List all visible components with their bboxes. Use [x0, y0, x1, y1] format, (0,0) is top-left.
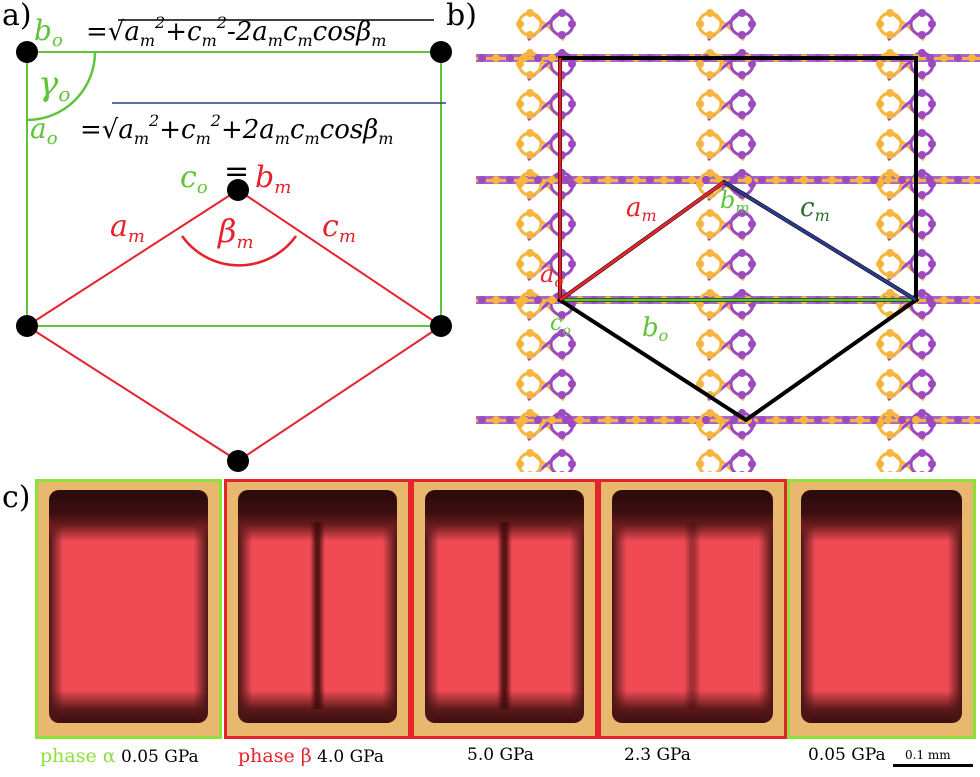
ao-formula: =√am2+cm2+2amcmcosβm — [80, 111, 393, 148]
scale-bar-label: 0.1 mm — [905, 748, 951, 762]
cm-label: cm — [322, 209, 356, 247]
caption-3: 5.0 GPa — [467, 745, 534, 765]
lattice-point — [227, 450, 249, 472]
gamma-symbol: γo — [38, 64, 70, 106]
b-ao-label: ao — [540, 260, 563, 291]
panel-a-diagram: bo =√am2+cm2-2amcmcosβm γo ao =√am2+cm2+… — [16, 13, 452, 472]
photo-phase-beta-4-0 — [224, 479, 411, 739]
crystal-framework — [476, 0, 980, 472]
caption-2: phase β 4.0 GPa — [238, 745, 384, 767]
b-co-label: co — [550, 311, 571, 339]
lattice-point — [430, 315, 452, 337]
b-bm-label: bm — [720, 186, 750, 217]
lattice-point — [430, 41, 452, 63]
beta-symbol: βm — [217, 212, 254, 253]
caption-4: 2.3 GPa — [624, 745, 691, 765]
panel-a-label: a) — [2, 0, 32, 33]
bm-symbol: bm — [255, 160, 291, 198]
co-symbol: co — [180, 160, 208, 198]
photo-2-3 — [598, 479, 787, 739]
caption-5: 0.05 GPa — [808, 745, 886, 765]
panel-b-structure: am bm cm ao bo co — [476, 0, 980, 472]
photo-5-0 — [411, 479, 598, 739]
panel-c-label: c) — [2, 480, 31, 515]
lattice-point — [16, 41, 38, 63]
photo-phase-alpha-1 — [35, 479, 222, 739]
orthorhombic-cell — [26, 51, 442, 327]
ao-symbol: ao — [30, 112, 58, 149]
lattice-point — [16, 315, 38, 337]
photo-0-05-return — [787, 479, 976, 739]
b-bo-label: bo — [642, 313, 668, 345]
caption-1: phase α 0.05 GPa — [40, 745, 199, 767]
am-label: am — [110, 209, 145, 247]
panel-b-label: b) — [446, 0, 477, 33]
bo-formula: =√am2+cm2-2amcmcosβm — [86, 13, 386, 50]
gamma-angle-arc — [26, 51, 97, 122]
b-cm-label: cm — [800, 193, 830, 225]
scale-bar — [893, 764, 973, 767]
equals-sign: = — [224, 154, 249, 189]
beta-angle-arc — [180, 235, 298, 267]
bo-symbol: bo — [34, 14, 63, 51]
lattice-point — [227, 179, 249, 201]
b-am-label: am — [626, 193, 657, 225]
